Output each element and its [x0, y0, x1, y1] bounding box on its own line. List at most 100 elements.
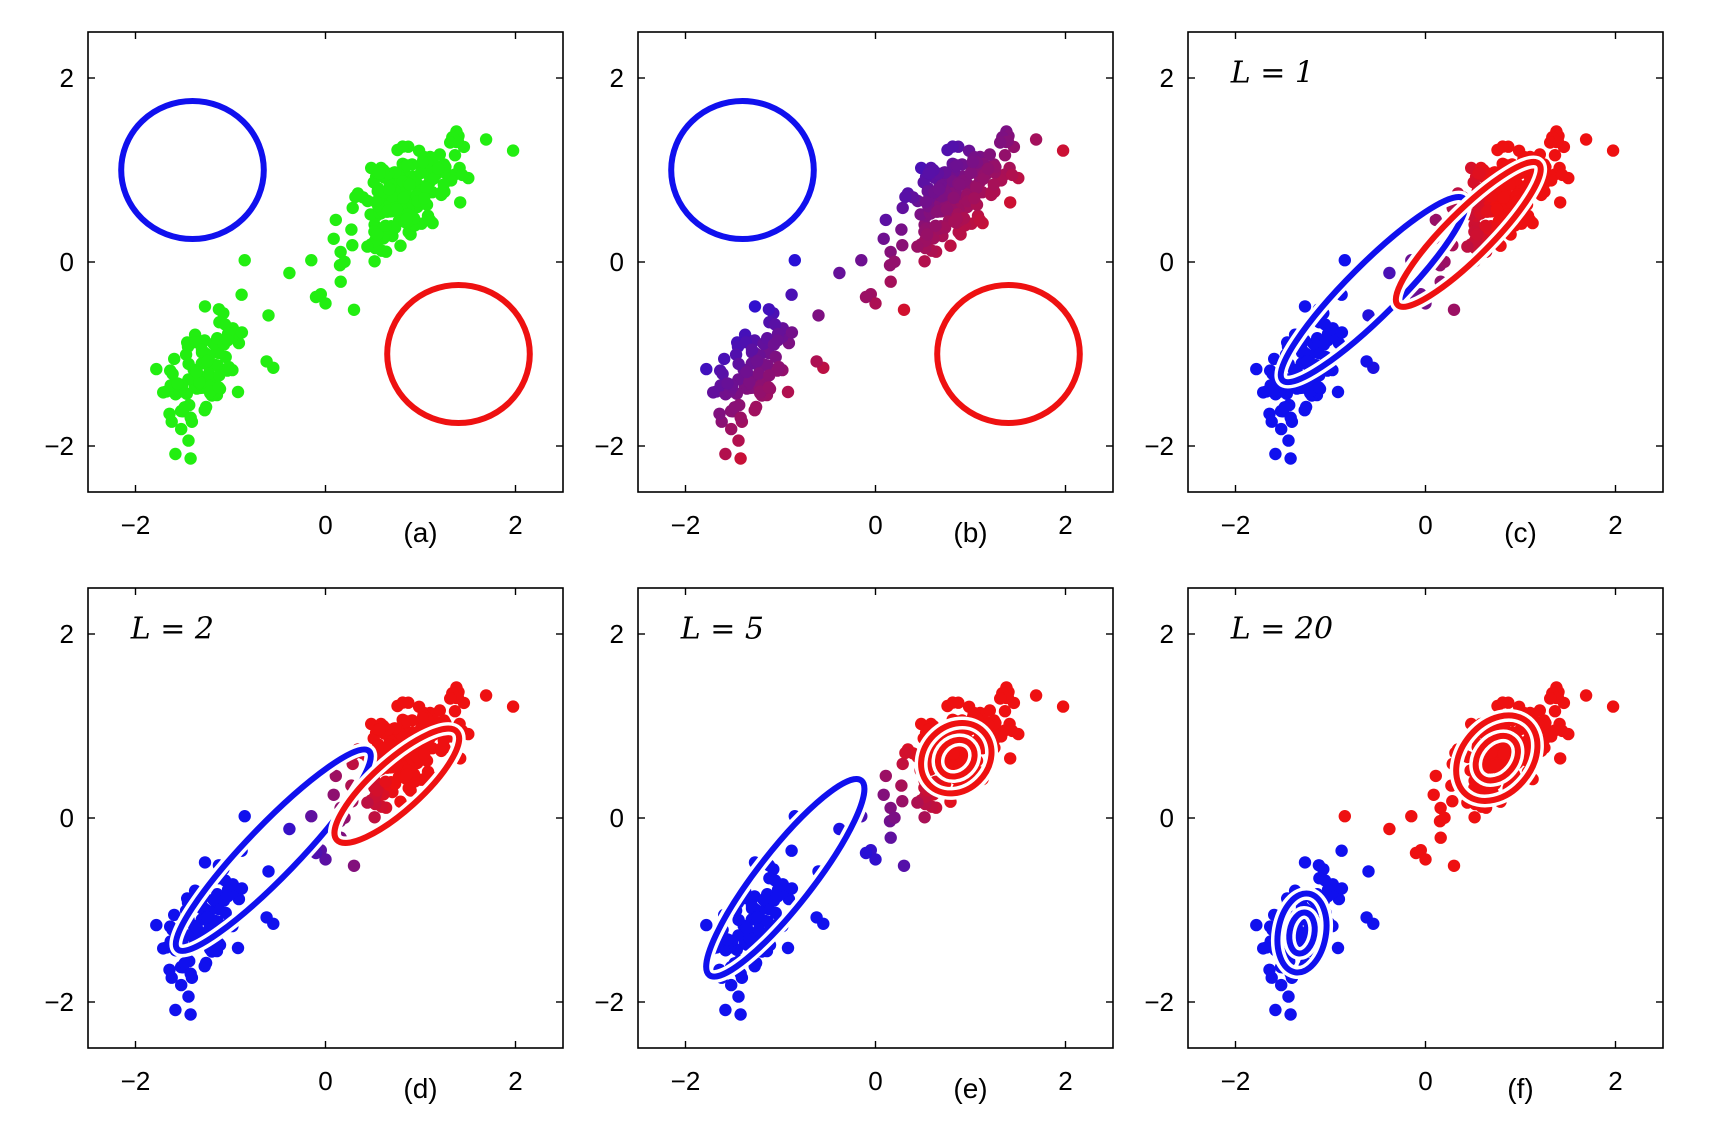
- plot-area: [699, 681, 1070, 1021]
- data-point: [884, 245, 897, 259]
- data-point: [911, 796, 924, 809]
- data-point: [212, 303, 226, 316]
- x-tick-label: −2: [1221, 510, 1251, 540]
- iteration-annotation: L = 5: [680, 612, 764, 647]
- data-point: [833, 266, 846, 280]
- data-point: [896, 201, 909, 215]
- data-point: [859, 846, 873, 860]
- data-point: [319, 853, 332, 866]
- data-point: [734, 452, 747, 465]
- data-point: [163, 407, 176, 420]
- data-point: [964, 166, 977, 180]
- data-point: [1056, 144, 1070, 157]
- data-point: [1335, 844, 1348, 857]
- data-point: [238, 810, 251, 823]
- data-point: [994, 136, 1007, 149]
- data-point: [921, 228, 934, 241]
- data-point: [734, 411, 747, 424]
- x-tick-label: 0: [868, 1066, 882, 1096]
- data-point: [938, 221, 952, 234]
- data-point: [150, 362, 163, 376]
- red-component-contour: [1392, 158, 1544, 310]
- data-point: [448, 705, 462, 718]
- data-point: [396, 140, 409, 153]
- data-point: [763, 369, 776, 382]
- y-tick-label: 2: [610, 63, 624, 93]
- data-point: [235, 326, 249, 339]
- data-point: [212, 381, 225, 394]
- data-point: [338, 255, 351, 268]
- data-point: [1321, 334, 1334, 347]
- panel-label: (c): [1504, 517, 1537, 548]
- data-point: [771, 890, 784, 903]
- data-point: [982, 162, 995, 175]
- data-point: [221, 890, 234, 903]
- data-point: [734, 1008, 747, 1021]
- red-component-contour: [934, 736, 978, 780]
- data-point: [373, 723, 386, 736]
- panel-label: (e): [953, 1073, 987, 1104]
- axes-frame: [637, 31, 1114, 493]
- data-point: [184, 1008, 197, 1021]
- data-point: [444, 136, 457, 149]
- red-component-contour: [1472, 732, 1521, 784]
- data-point: [1278, 401, 1291, 414]
- data-point: [1473, 167, 1486, 180]
- data-point: [1298, 856, 1312, 869]
- data-point: [1004, 752, 1017, 765]
- data-point: [1606, 144, 1620, 157]
- data-point: [423, 214, 437, 227]
- data-point: [1257, 942, 1270, 955]
- blue-component-contour: [172, 746, 374, 954]
- data-point: [202, 367, 216, 380]
- data-point: [1438, 811, 1451, 824]
- data-point: [175, 978, 188, 992]
- data-point: [1318, 318, 1332, 331]
- data-point: [1544, 136, 1557, 149]
- data-point: [785, 844, 798, 857]
- data-point: [334, 275, 347, 288]
- data-point: [327, 788, 340, 801]
- data-point: [1056, 700, 1070, 713]
- y-tick-label: 0: [610, 803, 624, 833]
- data-point: [1429, 769, 1443, 783]
- data-point: [305, 810, 318, 823]
- data-point: [768, 874, 782, 887]
- data-point: [213, 369, 226, 382]
- data-point: [998, 705, 1012, 718]
- data-point: [888, 255, 901, 268]
- data-point: [951, 159, 964, 172]
- panel-c: −2 0 2 −2 0 2 (c) L = 1: [1144, 31, 1664, 548]
- data-point: [184, 452, 197, 465]
- data-point: [743, 931, 756, 945]
- data-point: [732, 913, 745, 927]
- data-point: [163, 963, 176, 976]
- data-point: [369, 195, 382, 209]
- data-point: [1503, 178, 1517, 191]
- data-point: [1362, 865, 1375, 878]
- data-point: [262, 309, 275, 322]
- data-point: [1360, 355, 1373, 368]
- data-point: [1338, 254, 1352, 267]
- data-point: [479, 689, 493, 702]
- data-point: [182, 990, 195, 1003]
- x-tick-label: −2: [121, 1066, 151, 1096]
- data-point: [1335, 882, 1349, 895]
- data-point: [752, 923, 766, 936]
- data-point: [879, 213, 892, 227]
- data-point: [433, 704, 446, 717]
- data-point: [729, 348, 743, 361]
- data-point: [1383, 266, 1396, 280]
- data-point: [1383, 822, 1396, 836]
- data-point: [719, 1003, 732, 1017]
- data-point: [1284, 411, 1297, 424]
- data-point: [923, 167, 936, 180]
- x-tick-label: 0: [318, 510, 332, 540]
- data-point: [418, 192, 431, 205]
- data-point: [918, 811, 931, 824]
- data-point: [743, 375, 756, 389]
- data-point: [479, 133, 493, 146]
- data-point: [371, 228, 384, 241]
- data-point: [184, 967, 197, 980]
